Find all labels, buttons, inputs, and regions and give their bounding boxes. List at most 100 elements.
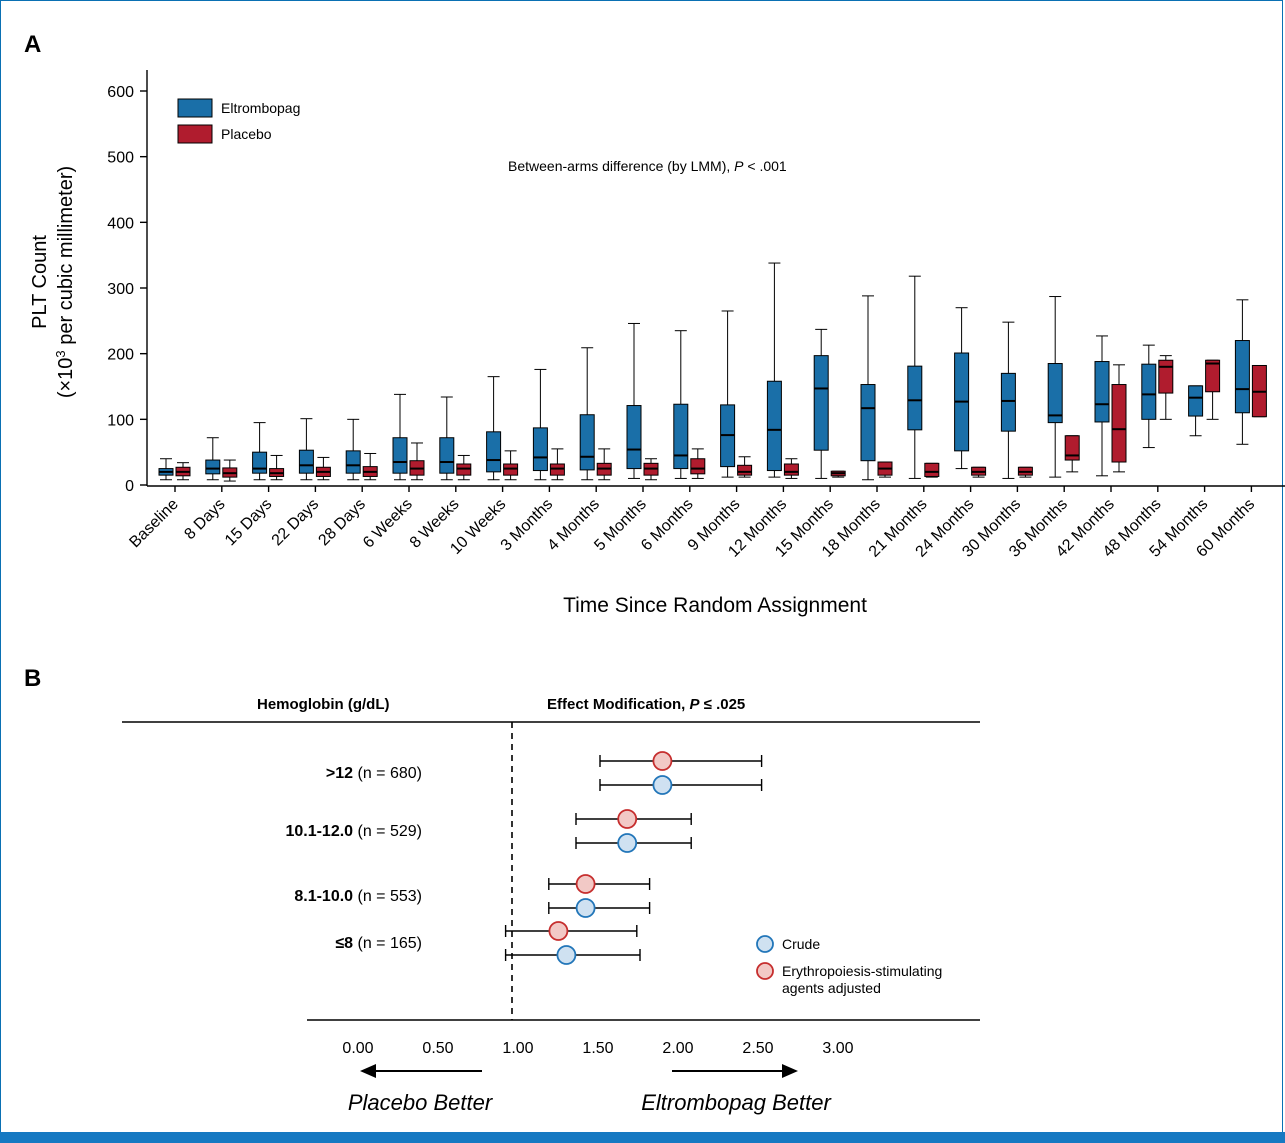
y-tick-label: 0	[125, 478, 134, 495]
box-eltrombopag-5	[392, 393, 408, 481]
y-tick-label: 600	[107, 84, 134, 101]
box-eltrombopag-4	[345, 418, 361, 481]
box-eltrombopag-18	[1000, 321, 1016, 479]
box-placebo-17	[971, 466, 987, 478]
right-arrow-icon	[782, 1064, 798, 1078]
box-body	[907, 365, 923, 431]
forest-header-right: Effect Modification, P ≤ .025	[547, 696, 745, 713]
box-eltrombopag-14	[813, 328, 829, 479]
legend-swatch-placebo	[177, 124, 213, 144]
box-body	[1000, 372, 1016, 432]
box-body	[1047, 363, 1063, 424]
box-placebo-13	[783, 458, 799, 479]
box-placebo-4	[362, 452, 378, 481]
box-body	[1158, 359, 1174, 394]
box-placebo-20	[1111, 364, 1127, 473]
box-placebo-15	[877, 461, 893, 478]
box-body	[532, 427, 548, 472]
box-placebo-6	[456, 454, 472, 481]
box-eltrombopag-10	[626, 322, 642, 479]
box-body	[690, 458, 706, 475]
box-body	[626, 405, 642, 470]
forest-header-left: Hemoglobin (g/dL)	[257, 696, 389, 713]
forest-row-label: >12 (n = 680)	[326, 765, 422, 782]
left-arrow-icon	[360, 1064, 376, 1078]
y-axis-label-line2: (×103 per cubic millimeter)	[53, 166, 78, 398]
placebo-better-label: Placebo Better	[348, 1090, 494, 1115]
box-placebo-2	[269, 454, 285, 481]
eltrombopag-better-label: Eltrombopag Better	[641, 1090, 832, 1115]
panel-b-forest: >12 (n = 680) 10.1-12.0 (n = 529) 8.1-10.0…	[285, 722, 980, 1057]
box-body	[1205, 359, 1221, 393]
legend-b: Crude Erythropoiesis-stimulating agents …	[756, 935, 942, 996]
x-tick-label: 22 Days	[269, 496, 323, 550]
box-eltrombopag-11	[673, 330, 689, 479]
box-placebo-0	[175, 462, 191, 481]
box-eltrombopag-22	[1188, 385, 1204, 437]
panel-a-letter: A	[24, 31, 41, 58]
y-tick-label: 400	[107, 215, 134, 232]
box-body	[766, 380, 782, 472]
panel-b-letter: B	[24, 665, 41, 692]
box-body	[1094, 361, 1110, 423]
box-body	[673, 403, 689, 470]
legend-label-esa-line1: Erythropoiesis-stimulating	[782, 963, 942, 979]
forest-x-tick-label: 2.00	[662, 1040, 693, 1057]
y-axis: 0 100 200 300 400 500 600	[107, 70, 148, 495]
box-body	[924, 462, 940, 477]
box-eltrombopag-13	[766, 262, 782, 478]
box-body	[579, 414, 595, 471]
box-body	[205, 459, 221, 475]
legend-label-esa-line2: agents adjusted	[782, 980, 881, 996]
x-axis-title: Time Since Random Assignment	[563, 594, 867, 617]
forest-x-tick-label: 1.00	[502, 1040, 533, 1057]
x-tick-label: Baseline	[126, 496, 181, 551]
box-placebo-9	[596, 448, 612, 481]
box-eltrombopag-23	[1234, 299, 1250, 445]
forest-x-tick-label: 0.00	[342, 1040, 373, 1057]
box-body	[439, 437, 455, 474]
box-eltrombopag-8	[532, 368, 548, 481]
forest-x-tick-label: 3.00	[822, 1040, 853, 1057]
box-body	[345, 450, 361, 474]
legend-label-placebo: Placebo	[221, 126, 272, 142]
x-tick-label: 6 Weeks	[360, 496, 416, 552]
box-placebo-18	[1017, 466, 1033, 478]
box-eltrombopag-2	[252, 422, 268, 481]
box-eltrombopag-1	[205, 437, 221, 481]
box-series	[158, 262, 1267, 482]
box-eltrombopag-15	[860, 295, 876, 481]
forest-rows: >12 (n = 680) 10.1-12.0 (n = 529) 8.1-10.0…	[285, 751, 763, 965]
y-tick-label: 100	[107, 412, 134, 429]
box-eltrombopag-7	[486, 376, 502, 481]
forest-row-label: 10.1-12.0 (n = 529)	[285, 823, 422, 840]
box-placebo-3	[315, 456, 331, 481]
box-body	[392, 437, 408, 474]
x-tick-label: 8 Days	[181, 496, 228, 543]
forest-row-1: 10.1-12.0 (n = 529)	[285, 809, 692, 853]
box-placebo-7	[503, 450, 519, 481]
box-placebo-8	[549, 448, 565, 481]
box-body	[1188, 385, 1204, 417]
box-placebo-10	[643, 458, 659, 481]
forest-row-0: >12 (n = 680)	[326, 751, 763, 795]
box-eltrombopag-3	[298, 418, 314, 481]
forest-row-2: 8.1-10.0 (n = 553)	[294, 874, 651, 918]
legend-marker-crude	[756, 935, 774, 953]
box-body	[813, 355, 829, 451]
box-body	[252, 451, 268, 474]
box-eltrombopag-0	[158, 458, 174, 481]
box-eltrombopag-12	[720, 310, 736, 478]
legend-label-crude: Crude	[782, 936, 820, 952]
legend-a: Eltrombopag Placebo	[177, 98, 300, 144]
box-placebo-16	[924, 462, 940, 478]
box-body	[1111, 384, 1127, 463]
box-placebo-12	[737, 456, 753, 478]
box-body	[737, 464, 753, 476]
direction-arrows: Placebo Better Eltrombopag Better	[348, 1064, 832, 1115]
legend-swatch-eltrombopag	[177, 98, 213, 118]
box-eltrombopag-6	[439, 396, 455, 481]
